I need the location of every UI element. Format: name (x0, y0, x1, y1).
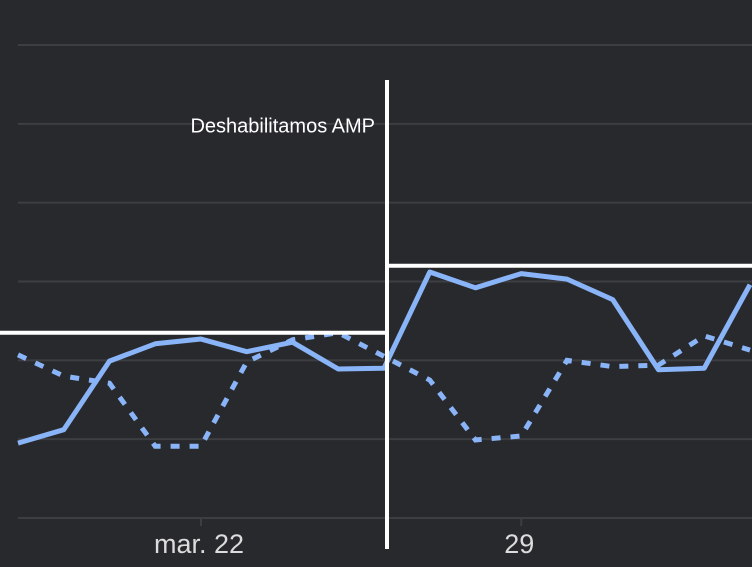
x-tick-label: mar. 22 (154, 529, 244, 559)
series-line (16, 330, 751, 449)
series-line (17, 269, 752, 446)
x-tick-label: 29 (504, 529, 534, 559)
annotation-label: Deshabilitamos AMP (190, 115, 375, 137)
